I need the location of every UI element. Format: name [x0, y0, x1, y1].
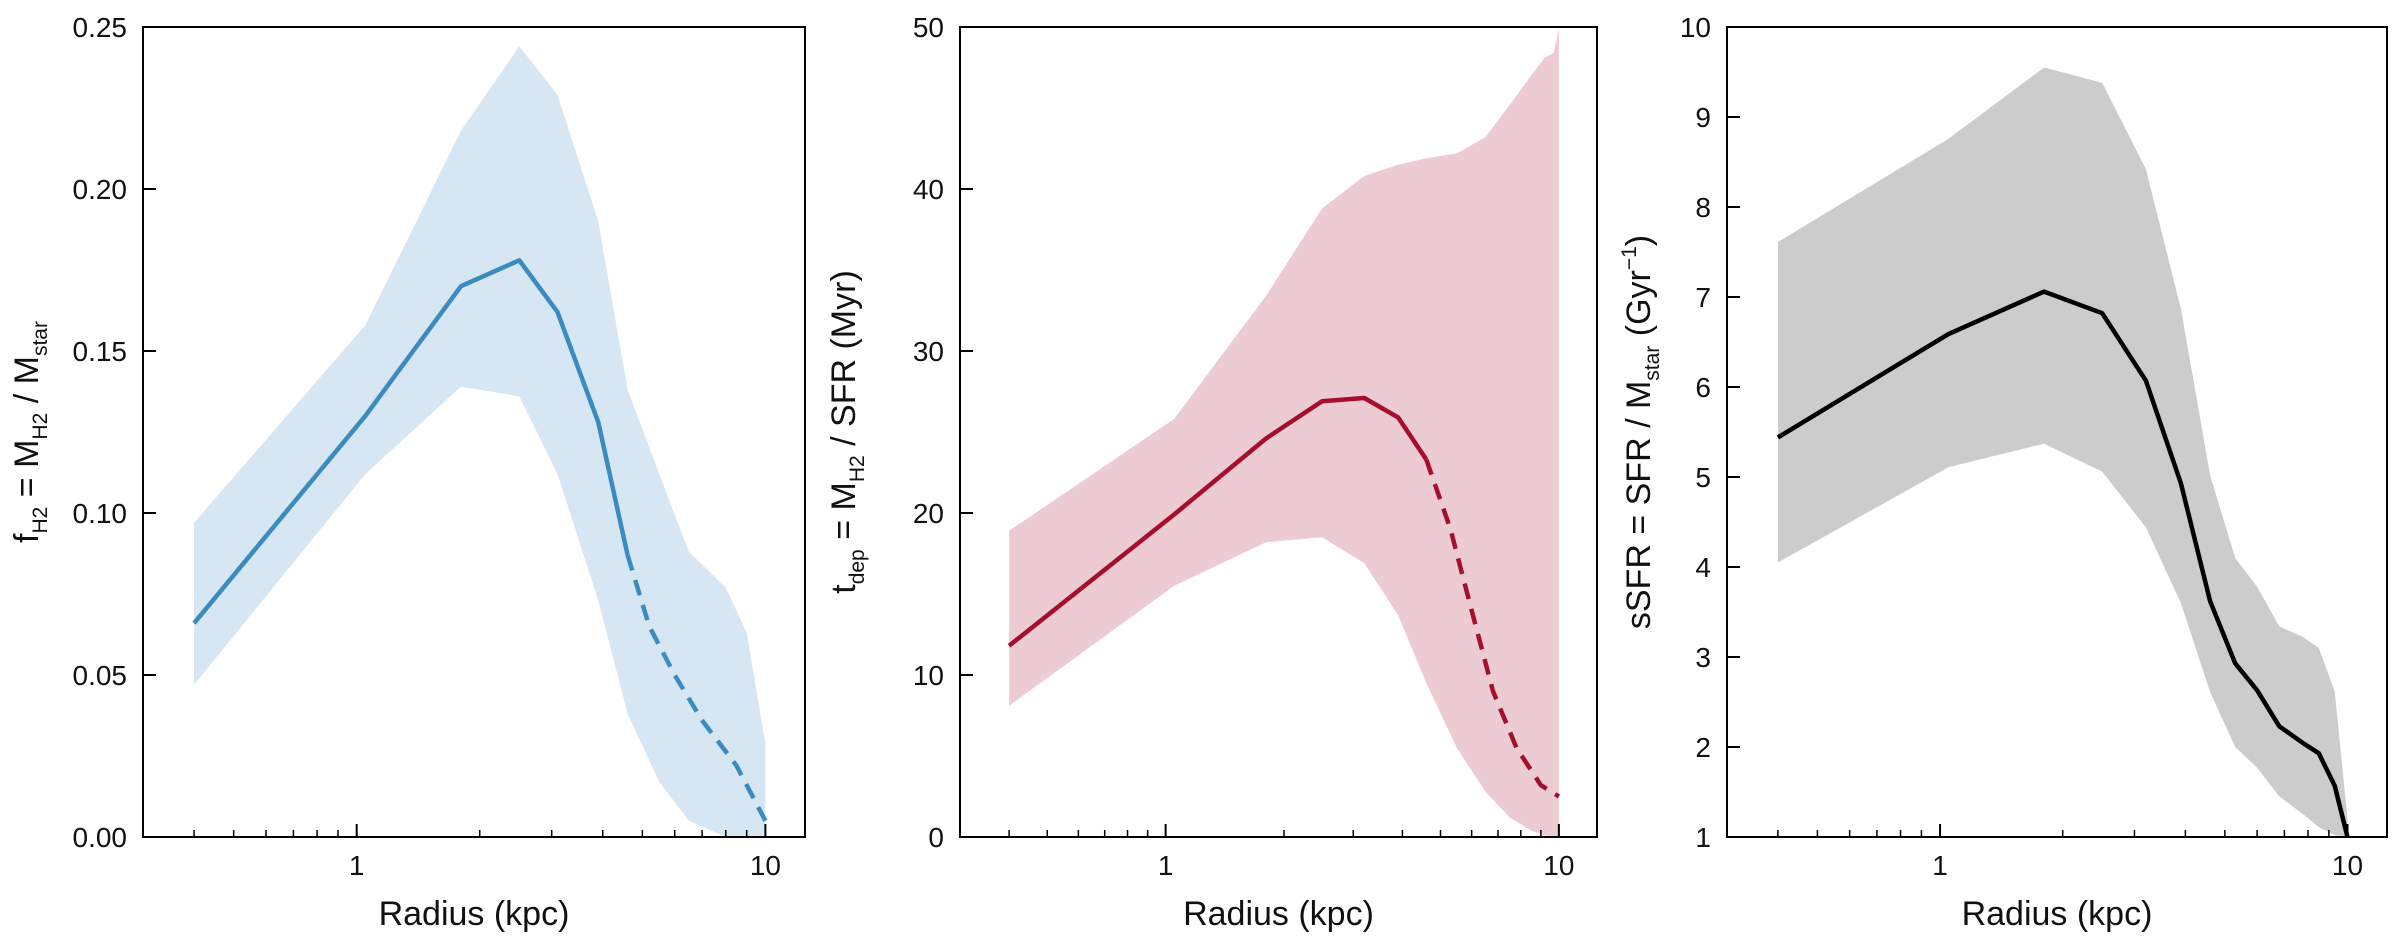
y-tick-label: 8 [1695, 192, 1711, 223]
x-axis-label: Radius (kpc) [379, 895, 570, 933]
y-tick-label: 20 [913, 498, 944, 529]
y-axis-label: fH2 = MH2 / Mstar [8, 321, 52, 543]
scatter-band [1777, 67, 2348, 837]
y-tick-label: 0.25 [73, 12, 128, 43]
y-tick-label: 0.20 [73, 174, 128, 205]
panel-ssfr: 1 10 1 2 3 4 5 6 7 8 9 10 Radius (kpc) sSFR = SFR / M… [1618, 12, 2388, 933]
y-tick-label: 10 [913, 660, 944, 691]
y-tick-label: 0.15 [73, 336, 128, 367]
y-tick-label: 9 [1695, 102, 1711, 133]
y-tick-label: 1 [1695, 822, 1711, 853]
x-tick-label: 1 [1158, 850, 1174, 881]
x-axis-label: Radius (kpc) [1962, 895, 2153, 933]
x-tick-label: 1 [1932, 850, 1948, 881]
y-axis-label: tdep = MH2 / SFR (Myr) [825, 270, 869, 594]
y-tick-label: 3 [1695, 642, 1711, 673]
y-tick-label: 40 [913, 174, 944, 205]
y-tick-label: 5 [1695, 462, 1711, 493]
y-tick-label: 50 [913, 12, 944, 43]
y-tick-label: 0.05 [73, 660, 128, 691]
panel-fh2: 1 10 0.00 0.05 0.10 0.15 0.20 0.25 Radius (kpc) f… [8, 12, 806, 933]
panel-tdep: 1 10 0 10 20 30 40 50 Radius (kpc) tdep = MH2 / S… [825, 12, 1598, 933]
median-line-solid [1776, 289, 2350, 838]
scatter-band [1009, 28, 1559, 838]
axes-frame [142, 26, 806, 838]
x-tick-label: 10 [2332, 850, 2363, 881]
scatter-band [194, 46, 766, 837]
y-axis-label: sSFR = SFR / Mstar (Gyr−1) [1618, 235, 1664, 629]
y-tick-label: 0 [928, 822, 944, 853]
y-tick-label: 30 [913, 336, 944, 367]
x-tick-label: 10 [750, 850, 781, 881]
axes-frame [1726, 26, 2388, 838]
x-tick-label: 10 [1543, 850, 1574, 881]
median-line-dashed [1424, 458, 1561, 799]
y-tick-label: 4 [1695, 552, 1711, 583]
median-line-dashed [625, 554, 768, 822]
x-axis-label: Radius (kpc) [1183, 895, 1374, 933]
median-line-solid [192, 258, 630, 625]
x-tick-label: 1 [349, 850, 365, 881]
axes-frame [959, 26, 1598, 838]
y-tick-label: 7 [1695, 282, 1711, 313]
y-tick-label: 0.00 [73, 822, 128, 853]
y-tick-label: 6 [1695, 372, 1711, 403]
median-line-solid [1007, 395, 1429, 648]
y-tick-label: 0.10 [73, 498, 128, 529]
y-tick-label: 10 [1680, 12, 1711, 43]
y-tick-label: 2 [1695, 732, 1711, 763]
